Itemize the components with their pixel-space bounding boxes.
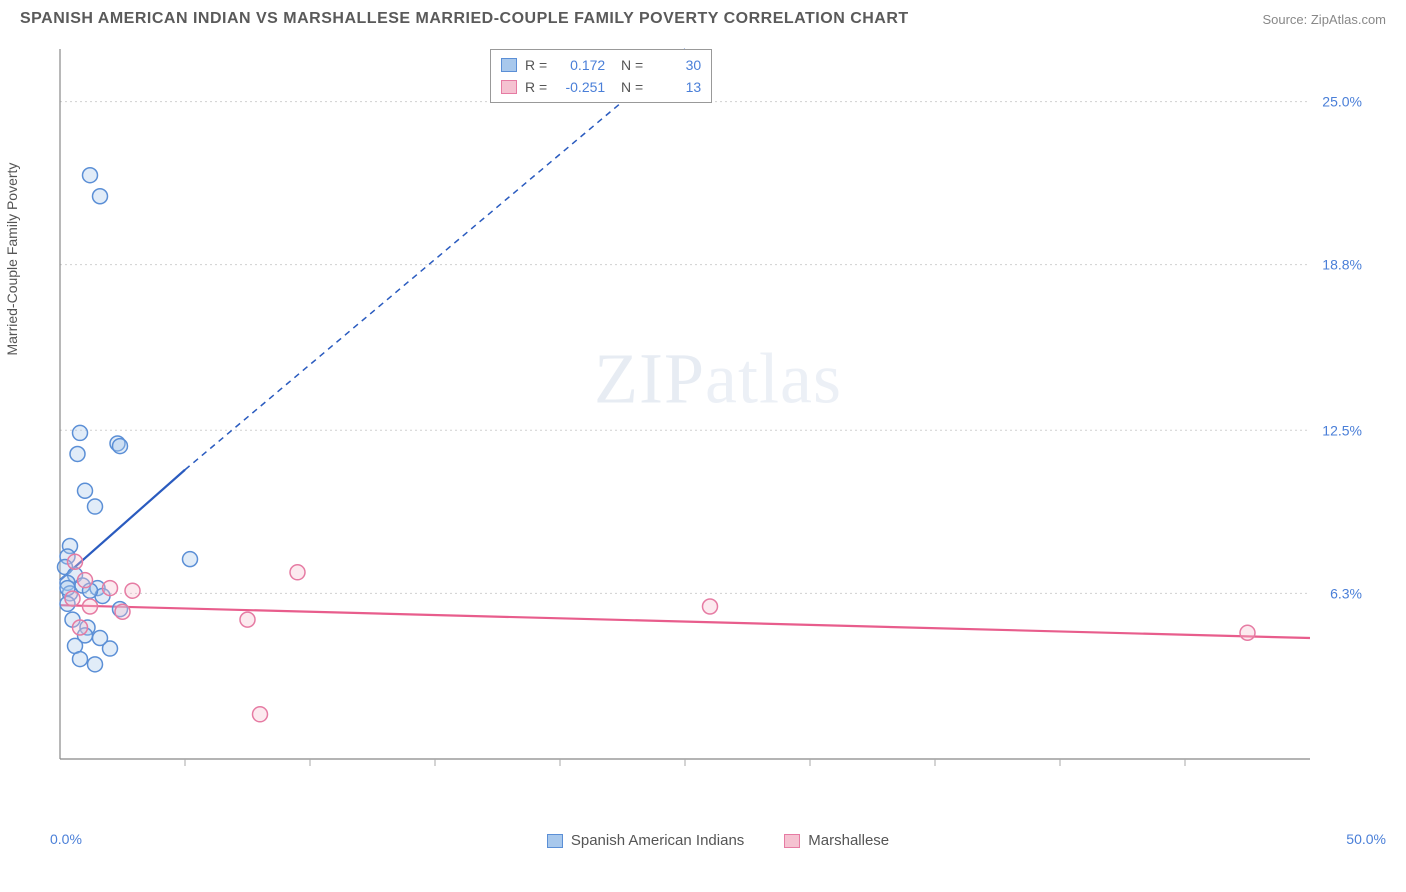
n-label: N =: [613, 57, 643, 73]
legend-label-marshallese: Marshallese: [808, 832, 889, 849]
correlation-stats-box: R = 0.172 N = 30 R = -0.251 N = 13: [490, 49, 712, 103]
chart-title: SPANISH AMERICAN INDIAN VS MARSHALLESE M…: [20, 10, 909, 28]
svg-text:25.0%: 25.0%: [1322, 94, 1362, 110]
n-label: N =: [613, 79, 643, 95]
r-value-spanish: 0.172: [555, 57, 605, 73]
chart-header: SPANISH AMERICAN INDIAN VS MARSHALLESE M…: [0, 0, 1406, 34]
r-label: R =: [525, 79, 547, 95]
x-axis-max-label: 50.0%: [1346, 831, 1386, 847]
chart-source: Source: ZipAtlas.com: [1262, 12, 1386, 27]
n-value-spanish: 30: [651, 57, 701, 73]
legend-swatch-spanish: [547, 834, 563, 848]
r-label: R =: [525, 57, 547, 73]
stat-row-spanish: R = 0.172 N = 30: [501, 54, 701, 76]
legend-item-spanish: Spanish American Indians: [547, 832, 744, 849]
swatch-marshallese: [501, 80, 517, 94]
bottom-legend: Spanish American Indians Marshallese 0.0…: [50, 832, 1386, 849]
svg-text:18.8%: 18.8%: [1322, 257, 1362, 273]
n-value-marshallese: 13: [651, 79, 701, 95]
scatter-plot: 25.0% 18.8% 12.5% 6.3%: [50, 39, 1370, 809]
svg-text:12.5%: 12.5%: [1322, 422, 1362, 438]
swatch-spanish: [501, 58, 517, 72]
y-axis-label: Married-Couple Family Poverty: [4, 163, 20, 356]
svg-text:6.3%: 6.3%: [1330, 585, 1362, 601]
x-axis-min-label: 0.0%: [50, 831, 82, 847]
stat-row-marshallese: R = -0.251 N = 13: [501, 76, 701, 98]
legend-swatch-marshallese: [784, 834, 800, 848]
legend-item-marshallese: Marshallese: [784, 832, 889, 849]
chart-container: Married-Couple Family Poverty ZIPatlas 2…: [50, 39, 1386, 849]
r-value-marshallese: -0.251: [555, 79, 605, 95]
legend-label-spanish: Spanish American Indians: [571, 832, 744, 849]
